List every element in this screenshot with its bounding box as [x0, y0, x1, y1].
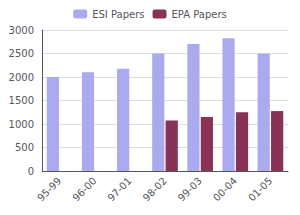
- svg-text:0: 0: [28, 166, 34, 177]
- svg-text:99-03: 99-03: [176, 175, 204, 203]
- svg-text:EPA Papers: EPA Papers: [172, 9, 227, 20]
- svg-text:00-04: 00-04: [211, 175, 239, 203]
- svg-text:3000: 3000: [9, 25, 34, 36]
- svg-text:2500: 2500: [9, 48, 34, 59]
- svg-text:500: 500: [15, 142, 34, 153]
- svg-text:97-01: 97-01: [105, 175, 133, 203]
- svg-text:2000: 2000: [9, 72, 34, 83]
- svg-text:01-05: 01-05: [246, 175, 274, 203]
- svg-text:ESI Papers: ESI Papers: [92, 9, 144, 20]
- svg-text:1000: 1000: [9, 119, 34, 130]
- svg-text:98-02: 98-02: [141, 175, 169, 203]
- svg-text:95-99: 95-99: [35, 175, 63, 203]
- svg-text:96-00: 96-00: [70, 175, 98, 203]
- svg-text:1500: 1500: [9, 95, 34, 106]
